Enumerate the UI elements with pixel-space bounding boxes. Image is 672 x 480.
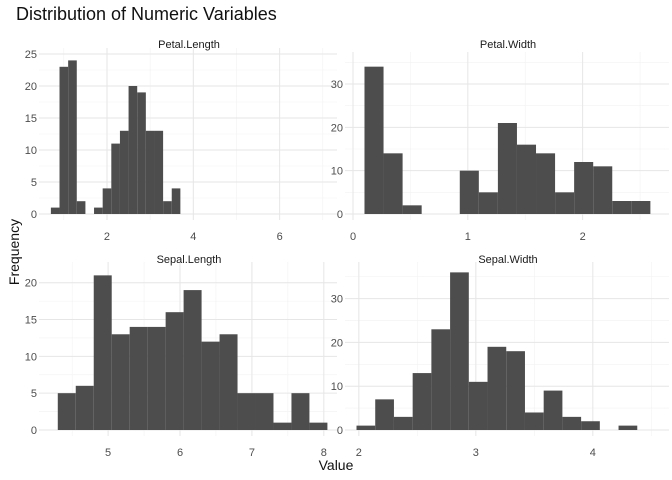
y-tick-label: 20 xyxy=(331,337,343,349)
histogram-bar xyxy=(631,201,651,214)
y-tick-label: 5 xyxy=(31,177,37,189)
x-tick-label: 7 xyxy=(249,447,255,459)
histogram-bar xyxy=(145,130,155,214)
histogram-bar xyxy=(356,425,376,430)
histogram-bar xyxy=(459,170,479,214)
x-tick-label: 2 xyxy=(104,231,110,243)
histogram-bar xyxy=(506,351,525,430)
histogram-bar xyxy=(487,346,507,430)
histogram-bar xyxy=(255,393,274,430)
x-tick-label: 4 xyxy=(590,447,596,459)
x-tick-label: 5 xyxy=(105,447,111,459)
facet-strip-label: Sepal.Length xyxy=(157,254,222,266)
histogram-bar xyxy=(574,162,594,214)
y-tick-label: 0 xyxy=(31,425,37,437)
histogram-bar xyxy=(183,290,202,430)
histogram-bar xyxy=(612,201,632,214)
histogram-bar xyxy=(111,143,120,214)
histogram-bar xyxy=(219,334,238,430)
histogram-bar xyxy=(291,393,310,430)
x-tick-label: 4 xyxy=(190,231,196,243)
histogram-bar xyxy=(555,192,575,214)
histogram-bar xyxy=(94,207,103,214)
facet-strip-label: Sepal.Width xyxy=(478,254,537,266)
y-tick-label: 20 xyxy=(25,81,37,93)
y-tick-label: 5 xyxy=(31,388,37,400)
histogram-bar xyxy=(237,393,256,430)
histogram-bar xyxy=(59,66,69,214)
histogram-bar xyxy=(102,188,112,214)
histogram-bar xyxy=(383,153,403,214)
facet-strip-label: Petal.Length xyxy=(158,39,220,51)
y-tick-label: 0 xyxy=(31,209,37,221)
histogram-bar xyxy=(478,192,498,214)
x-tick-label: 2 xyxy=(356,447,362,459)
histogram-bar xyxy=(402,205,422,214)
y-tick-label: 10 xyxy=(25,145,37,157)
histogram-bar xyxy=(412,373,432,430)
y-tick-label: 30 xyxy=(331,79,343,91)
x-axis-label: Value xyxy=(318,457,354,473)
histogram-bar xyxy=(93,275,112,430)
histogram-bar xyxy=(593,166,613,214)
histogram-bar xyxy=(468,381,488,430)
histogram-bar xyxy=(375,399,394,430)
panel-sepal-width: 2 3 4 0 10 20 30 Sepal.Width xyxy=(331,254,669,459)
histogram-bar xyxy=(171,188,181,214)
y-tick-label: 25 xyxy=(25,49,37,61)
histogram-bar xyxy=(50,207,60,214)
histogram-bar xyxy=(431,329,451,430)
histogram-bar xyxy=(57,393,76,430)
panel-sepal-length: 5 6 7 8 0 5 10 15 20 Sepal.Length xyxy=(25,254,337,459)
histogram-bar xyxy=(581,421,600,430)
y-tick-label: 30 xyxy=(331,294,343,306)
histogram-bar xyxy=(154,130,164,214)
histogram-bar xyxy=(147,326,166,430)
histogram-bar xyxy=(129,326,148,430)
histogram-bar xyxy=(165,312,184,430)
histogram-bar xyxy=(119,130,129,214)
histogram-bar xyxy=(393,416,413,430)
x-tick-label: 6 xyxy=(277,231,283,243)
x-tick-label: 3 xyxy=(473,447,479,459)
histogram-bar xyxy=(273,422,292,430)
histogram-bar xyxy=(524,412,544,430)
histogram-bar xyxy=(137,92,146,214)
y-tick-label: 15 xyxy=(25,315,37,327)
histogram-bar xyxy=(516,144,537,214)
histogram-bar xyxy=(76,201,86,214)
histogram-bar xyxy=(111,334,130,430)
y-tick-label: 0 xyxy=(337,425,343,437)
histogram-bar xyxy=(364,66,384,215)
y-tick-label: 10 xyxy=(331,166,343,178)
y-tick-label: 10 xyxy=(25,351,37,363)
x-tick-label: 0 xyxy=(350,231,356,243)
facet-strip-label: Petal.Width xyxy=(480,39,536,51)
histogram-bar xyxy=(68,60,77,215)
y-tick-label: 10 xyxy=(331,381,343,393)
histogram-bar xyxy=(128,86,138,214)
x-tick-label: 8 xyxy=(321,447,327,459)
histogram-bar xyxy=(75,385,94,430)
y-tick-label: 20 xyxy=(331,122,343,134)
histogram-bar xyxy=(201,341,220,430)
histogram-bar xyxy=(618,425,638,430)
y-tick-label: 20 xyxy=(25,278,37,290)
histogram-bar xyxy=(163,201,172,214)
x-tick-label: 6 xyxy=(177,447,183,459)
histogram-bar xyxy=(309,422,328,430)
histogram-bar xyxy=(536,153,556,214)
x-tick-label: 1 xyxy=(465,231,471,243)
histogram-bar xyxy=(562,416,582,430)
x-tick-label: 2 xyxy=(580,231,586,243)
y-tick-label: 0 xyxy=(337,209,343,221)
y-tick-label: 15 xyxy=(25,113,37,125)
histogram-bar xyxy=(497,123,517,214)
histogram-bar xyxy=(450,272,469,430)
histogram-bar xyxy=(543,390,563,430)
chart-title: Distribution of Numeric Variables xyxy=(16,4,277,24)
panel-petal-length: 2 4 6 0 5 10 15 20 25 Petal.Length xyxy=(25,39,337,243)
